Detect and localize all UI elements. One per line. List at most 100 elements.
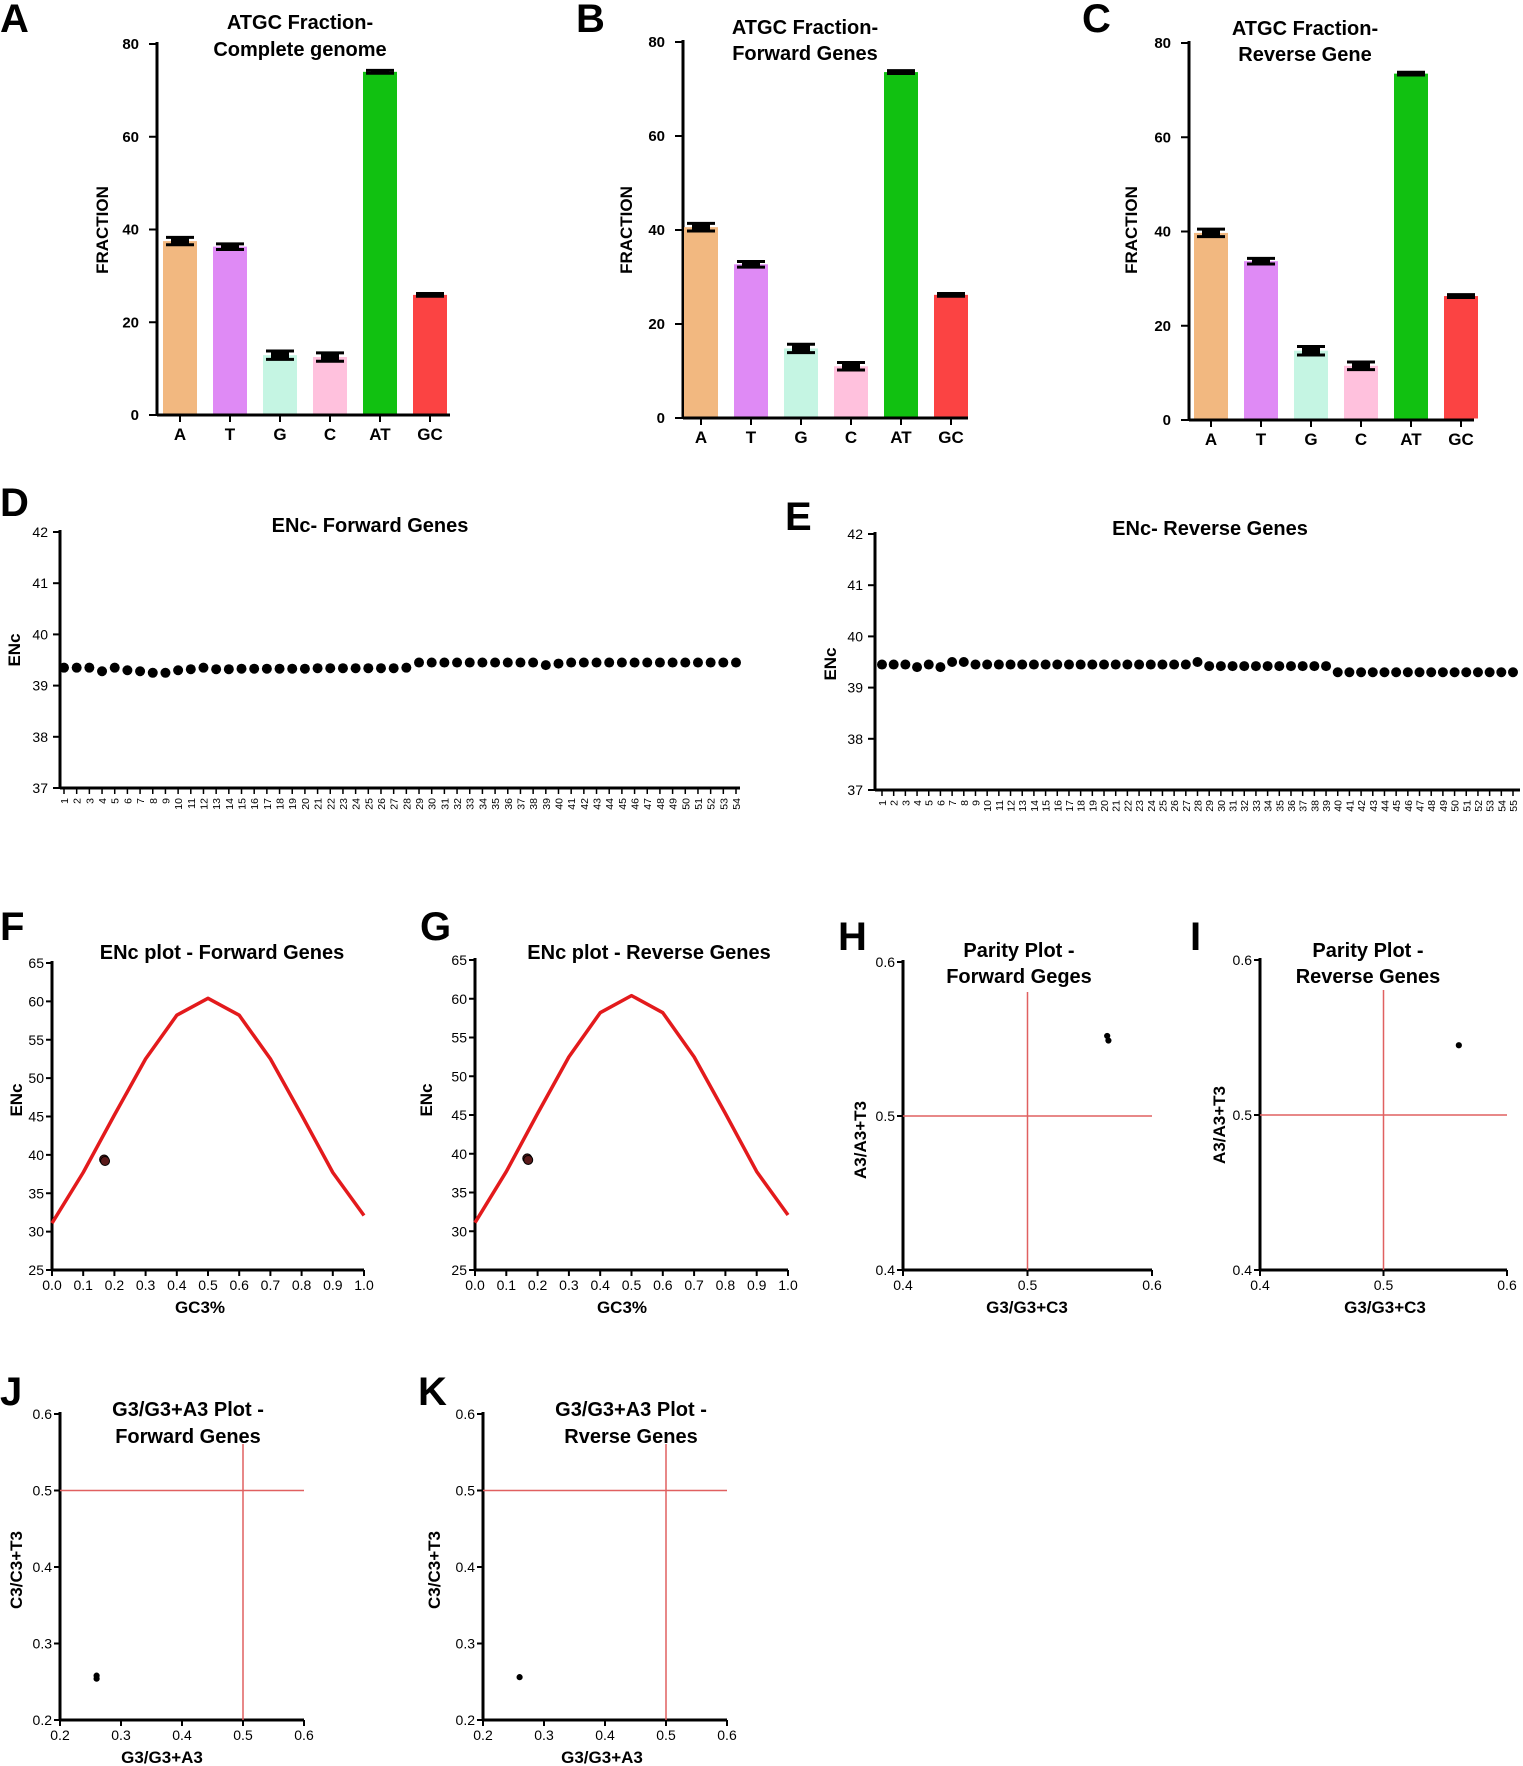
x-tick-label: 0.5 <box>1018 1277 1038 1293</box>
data-point <box>236 663 247 674</box>
x-tick-label: 3 <box>84 798 96 804</box>
x-tick-label: 14 <box>224 798 236 810</box>
data-point <box>1508 667 1518 678</box>
y-axis-label: FRACTION <box>93 186 112 274</box>
data-point <box>1099 659 1110 670</box>
x-tick-label: 0.5 <box>656 1727 676 1743</box>
category-label: AT <box>1400 430 1422 449</box>
panel-j: J G3/G3+A3 Plot - Forward Genes C3/C3+T3 0.2… <box>0 1370 314 1766</box>
error-bar <box>892 70 910 74</box>
panel-k: K G3/G3+A3 Plot -Rverse GenesC3/C3+T30.20… <box>418 1370 737 1766</box>
data-point <box>591 657 602 668</box>
x-tick-label: 53 <box>718 798 730 810</box>
data-point <box>1496 667 1507 678</box>
data-point <box>71 662 82 673</box>
y-tick-label: 40 <box>28 1147 44 1163</box>
data-point <box>1332 667 1343 678</box>
y-tick-label: 38 <box>32 729 48 745</box>
category-label: T <box>1256 430 1267 449</box>
x-axis-label: G3/G3+C3 <box>1344 1298 1426 1317</box>
x-tick-label: 0.3 <box>111 1727 131 1743</box>
x-tick-label: 0.3 <box>534 1727 554 1743</box>
chart-title: Parity Plot - <box>963 940 1074 962</box>
error-bar <box>1302 346 1320 355</box>
data-point <box>147 667 158 678</box>
x-tick-label: 0.6 <box>653 1277 673 1293</box>
data-point <box>1262 661 1273 672</box>
panel-c: C ATGC Fraction- Reverse Gene FRACTION 0 20 40… <box>1082 0 1478 449</box>
panel-letter: I <box>1190 915 1201 959</box>
y-tick-label: 0.4 <box>1233 1262 1253 1278</box>
x-tick-label: 39 <box>1321 800 1333 812</box>
chart-title: ENc- Forward Genes <box>272 515 469 537</box>
x-tick-label: 53 <box>1485 800 1497 812</box>
data-point <box>540 660 551 671</box>
x-tick-label: 0.4 <box>167 1277 187 1293</box>
error-bar <box>792 344 810 353</box>
category-label: AT <box>369 425 391 444</box>
error-bar <box>171 237 189 245</box>
bar-t <box>1244 261 1278 419</box>
data-point <box>1297 661 1308 672</box>
data-point <box>958 657 969 667</box>
x-tick-label: 26 <box>376 798 388 810</box>
panel-h: H Parity Plot -Forward GegesA3/A3+T30.40.… <box>838 915 1162 1317</box>
x-tick-label: 18 <box>275 798 287 810</box>
x-tick-label: 0.6 <box>229 1277 249 1293</box>
category-label: GC <box>938 428 964 447</box>
x-tick-label: 44 <box>604 798 616 810</box>
data-point <box>185 664 196 675</box>
y-tick-label: 60 <box>122 129 139 146</box>
data-point <box>900 659 911 670</box>
x-tick-label: 38 <box>528 798 540 810</box>
error-bar <box>1402 72 1420 76</box>
panel-b: B ATGC Fraction- Forward Genes FRACTION 0 20 4… <box>576 0 968 447</box>
x-tick-label: 39 <box>541 798 553 810</box>
y-tick-label: 40 <box>648 222 665 239</box>
y-tick-label: 37 <box>32 780 48 796</box>
x-tick-label: 35 <box>490 798 502 810</box>
x-tick-label: 0.5 <box>233 1727 253 1743</box>
y-axis-label: ENc <box>417 1083 436 1116</box>
data-point <box>490 657 501 668</box>
x-tick-label: 50 <box>680 798 692 810</box>
y-tick-label: 20 <box>1154 318 1171 335</box>
category-label: GC <box>1448 430 1474 449</box>
x-axis-label: G3/G3+A3 <box>561 1748 643 1766</box>
y-tick-label: 0 <box>657 410 665 427</box>
x-tick-label: 47 <box>1415 800 1427 812</box>
bar-gc <box>413 294 447 414</box>
data-point <box>604 657 615 668</box>
data-point <box>1110 659 1121 670</box>
y-axis-label: ENc <box>7 1083 26 1116</box>
x-tick-label: 52 <box>706 798 718 810</box>
error-bar <box>371 70 389 74</box>
x-tick-label: 0.9 <box>323 1277 343 1293</box>
x-tick-label: 8 <box>148 798 160 804</box>
data-point <box>1239 661 1250 672</box>
x-tick-label: 28 <box>401 798 413 810</box>
x-tick-label: 36 <box>503 798 515 810</box>
bar-a <box>1194 232 1228 419</box>
x-tick-label: 36 <box>1286 800 1298 812</box>
panel-i: I Parity Plot -Reverse GenesA3/A3+T30.40.… <box>1190 915 1517 1317</box>
data-point <box>1344 667 1355 678</box>
x-tick-label: 48 <box>1426 800 1438 812</box>
x-tick-label: 21 <box>313 798 325 810</box>
y-tick-label: 0.4 <box>33 1559 53 1575</box>
x-tick-label: 46 <box>630 798 642 810</box>
data-point <box>912 662 923 673</box>
x-tick-label: 5 <box>110 798 122 804</box>
chart-title: ENc plot - Reverse Genes <box>527 942 770 964</box>
data-point <box>578 657 589 668</box>
panel-letter: C <box>1082 0 1111 41</box>
chart-title: ENc- Reverse Genes <box>1112 518 1308 540</box>
data-point <box>1063 659 1074 670</box>
data-point <box>705 657 716 668</box>
x-tick-label: 0.3 <box>136 1277 156 1293</box>
data-point <box>426 657 437 668</box>
panel-letter: H <box>838 915 867 959</box>
x-tick-label: 24 <box>351 798 363 810</box>
data-point <box>477 657 488 668</box>
